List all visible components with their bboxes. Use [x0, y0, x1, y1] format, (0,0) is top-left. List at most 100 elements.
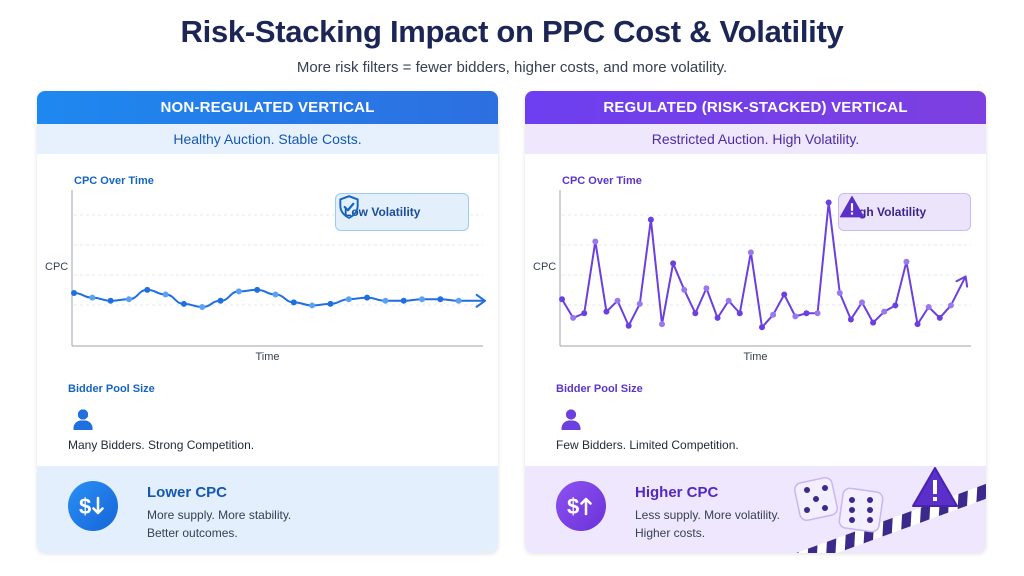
data-point: [747, 249, 754, 256]
data-point: [125, 296, 132, 303]
dice-icon: [794, 477, 838, 521]
data-point: [235, 288, 242, 295]
data-point: [792, 313, 799, 320]
outcome-title: Lower CPC: [147, 484, 228, 501]
data-point: [272, 291, 279, 298]
bidder-pool-title: Bidder Pool Size: [68, 383, 155, 395]
data-point: [870, 319, 877, 326]
data-point: [559, 296, 565, 303]
data-point: [659, 321, 665, 328]
dollar-up-icon: $: [556, 481, 606, 531]
data-point: [636, 300, 643, 307]
data-point: [703, 285, 710, 292]
outcome-line-1: Less supply. More volatility.: [635, 508, 780, 522]
data-point: [614, 297, 621, 304]
data-point: [400, 297, 407, 304]
data-point: [914, 321, 921, 328]
data-point: [836, 289, 843, 296]
data-point: [647, 216, 654, 223]
chart-title: CPC Over Time: [562, 175, 642, 187]
svg-text:$: $: [79, 494, 91, 519]
data-point: [770, 311, 777, 318]
volatility-badge: Low Volatility: [335, 193, 469, 231]
bidder-pool-description: Many Bidders. Strong Competition.: [68, 438, 255, 452]
data-point: [692, 310, 699, 317]
y-axis-label: CPC: [533, 261, 557, 273]
data-point: [759, 324, 765, 331]
data-point: [180, 300, 187, 307]
data-point: [781, 291, 788, 298]
data-point: [89, 294, 96, 301]
cpc-chart-right: CPC Over Time CPC Time High Volatility B…: [525, 165, 986, 457]
data-point: [947, 302, 954, 309]
data-point: [625, 322, 632, 329]
shield-check-icon: [339, 195, 359, 219]
data-point: [670, 260, 677, 267]
data-point: [903, 258, 910, 265]
bidder-person-icon: [561, 409, 581, 430]
data-point: [455, 297, 462, 304]
chart-title: CPC Over Time: [74, 175, 154, 187]
outcome-box: $ Lower CPC More supply. More stability.…: [37, 466, 498, 553]
page-subtitle: More risk filters = fewer bidders, highe…: [296, 59, 728, 76]
data-point: [382, 297, 389, 304]
data-point: [803, 310, 810, 317]
page-title: Risk-Stacking Impact on PPC Cost & Volat…: [180, 14, 844, 49]
data-point: [437, 296, 444, 303]
x-axis-label: Time: [743, 351, 768, 363]
data-point: [162, 291, 169, 298]
caution-tape: [785, 473, 986, 553]
data-point: [327, 300, 334, 307]
volatility-badge-label: High Volatility: [847, 205, 927, 219]
panel-header: NON-REGULATED VERTICAL: [37, 91, 498, 124]
data-point: [309, 302, 316, 309]
bidder-person-icon: [73, 409, 93, 430]
panel-subheader: Healthy Auction. Stable Costs.: [37, 124, 498, 154]
outcome-title: Higher CPC: [635, 484, 719, 501]
cpc-chart-left: CPC Over Time CPC Time Low Volatility Bi…: [37, 165, 498, 457]
data-point: [681, 286, 688, 293]
outcome-line-2: Higher costs.: [635, 526, 706, 540]
warning-triangle-icon: [839, 196, 865, 218]
data-point: [217, 297, 224, 304]
volatility-badge-label: Low Volatility: [344, 205, 421, 219]
data-point: [881, 308, 888, 315]
cpc-line-chart: [71, 190, 486, 347]
data-point: [736, 310, 743, 317]
data-point: [592, 238, 599, 245]
panel-subheader: Restricted Auction. High Volatility.: [525, 124, 986, 154]
data-point: [892, 302, 899, 309]
data-point: [714, 314, 721, 321]
data-point: [847, 316, 854, 323]
outcome-line-2: Better outcomes.: [147, 526, 238, 540]
data-point: [144, 286, 151, 293]
data-point: [345, 296, 352, 303]
cpc-line-chart: [559, 190, 971, 347]
dollar-down-icon: $: [68, 481, 118, 531]
data-point: [254, 286, 261, 293]
series-arrow-head: [475, 293, 486, 308]
data-point: [290, 299, 297, 306]
data-point: [725, 297, 732, 304]
svg-text:$: $: [567, 494, 579, 519]
volatility-badge: High Volatility: [838, 193, 971, 231]
data-point: [925, 304, 932, 310]
data-point: [364, 294, 371, 301]
non-regulated-panel: NON-REGULATED VERTICAL Healthy Auction. …: [37, 91, 498, 553]
data-point: [71, 289, 77, 296]
data-point: [603, 308, 610, 315]
regulated-panel: REGULATED (RISK-STACKED) VERTICAL Restri…: [525, 91, 986, 553]
data-point: [570, 314, 577, 321]
data-point: [419, 296, 426, 303]
y-axis-label: CPC: [45, 261, 69, 273]
data-point: [581, 310, 588, 317]
data-point: [825, 199, 832, 206]
warning-sign-icon: [912, 467, 958, 507]
series-arrow-head: [955, 275, 969, 288]
bidder-pool-description: Few Bidders. Limited Competition.: [556, 438, 739, 452]
data-point: [199, 304, 206, 310]
panel-header: REGULATED (RISK-STACKED) VERTICAL: [525, 91, 986, 124]
dice-caution-decoration: [785, 467, 986, 553]
outcome-box: $ Higher CPC Less supply. More volatilit…: [525, 466, 986, 553]
dice-icon: [838, 487, 884, 533]
